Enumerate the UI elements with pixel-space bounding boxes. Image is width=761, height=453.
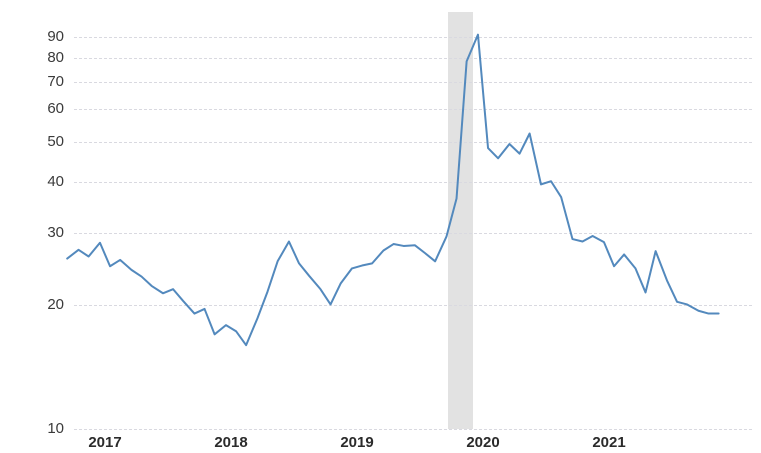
y-axis-tick-label: 70: [47, 73, 64, 90]
gridline-horizontal: [74, 429, 752, 430]
data-line-value: [66, 33, 720, 347]
gridline-horizontal: [74, 233, 752, 234]
gridline-horizontal: [74, 182, 752, 183]
gridline-horizontal: [74, 109, 752, 110]
y-axis-tick-label: 20: [47, 296, 64, 313]
gridline-horizontal: [74, 305, 752, 306]
x-axis-tick-label: 2018: [214, 434, 248, 451]
x-axis-tick-label: 2017: [88, 434, 122, 451]
x-axis-tick-label: 2019: [340, 434, 374, 451]
y-axis-tick-label: 50: [47, 133, 64, 150]
y-axis-tick-label: 30: [47, 224, 64, 241]
y-axis-tick-label: 60: [47, 100, 64, 117]
recession-shading: [447, 12, 473, 429]
y-axis-tick-label: 40: [47, 173, 64, 190]
y-axis-tick-label: 10: [47, 420, 64, 437]
x-axis-tick-label: 2020: [466, 434, 500, 451]
gridline-horizontal: [74, 37, 752, 38]
gridline-horizontal: [74, 82, 752, 83]
gridline-horizontal: [74, 58, 752, 59]
gridline-horizontal: [74, 142, 752, 143]
y-axis-tick-label: 80: [47, 49, 64, 66]
x-axis-tick-label: 2021: [592, 434, 626, 451]
y-axis-tick-label: 90: [47, 28, 64, 45]
